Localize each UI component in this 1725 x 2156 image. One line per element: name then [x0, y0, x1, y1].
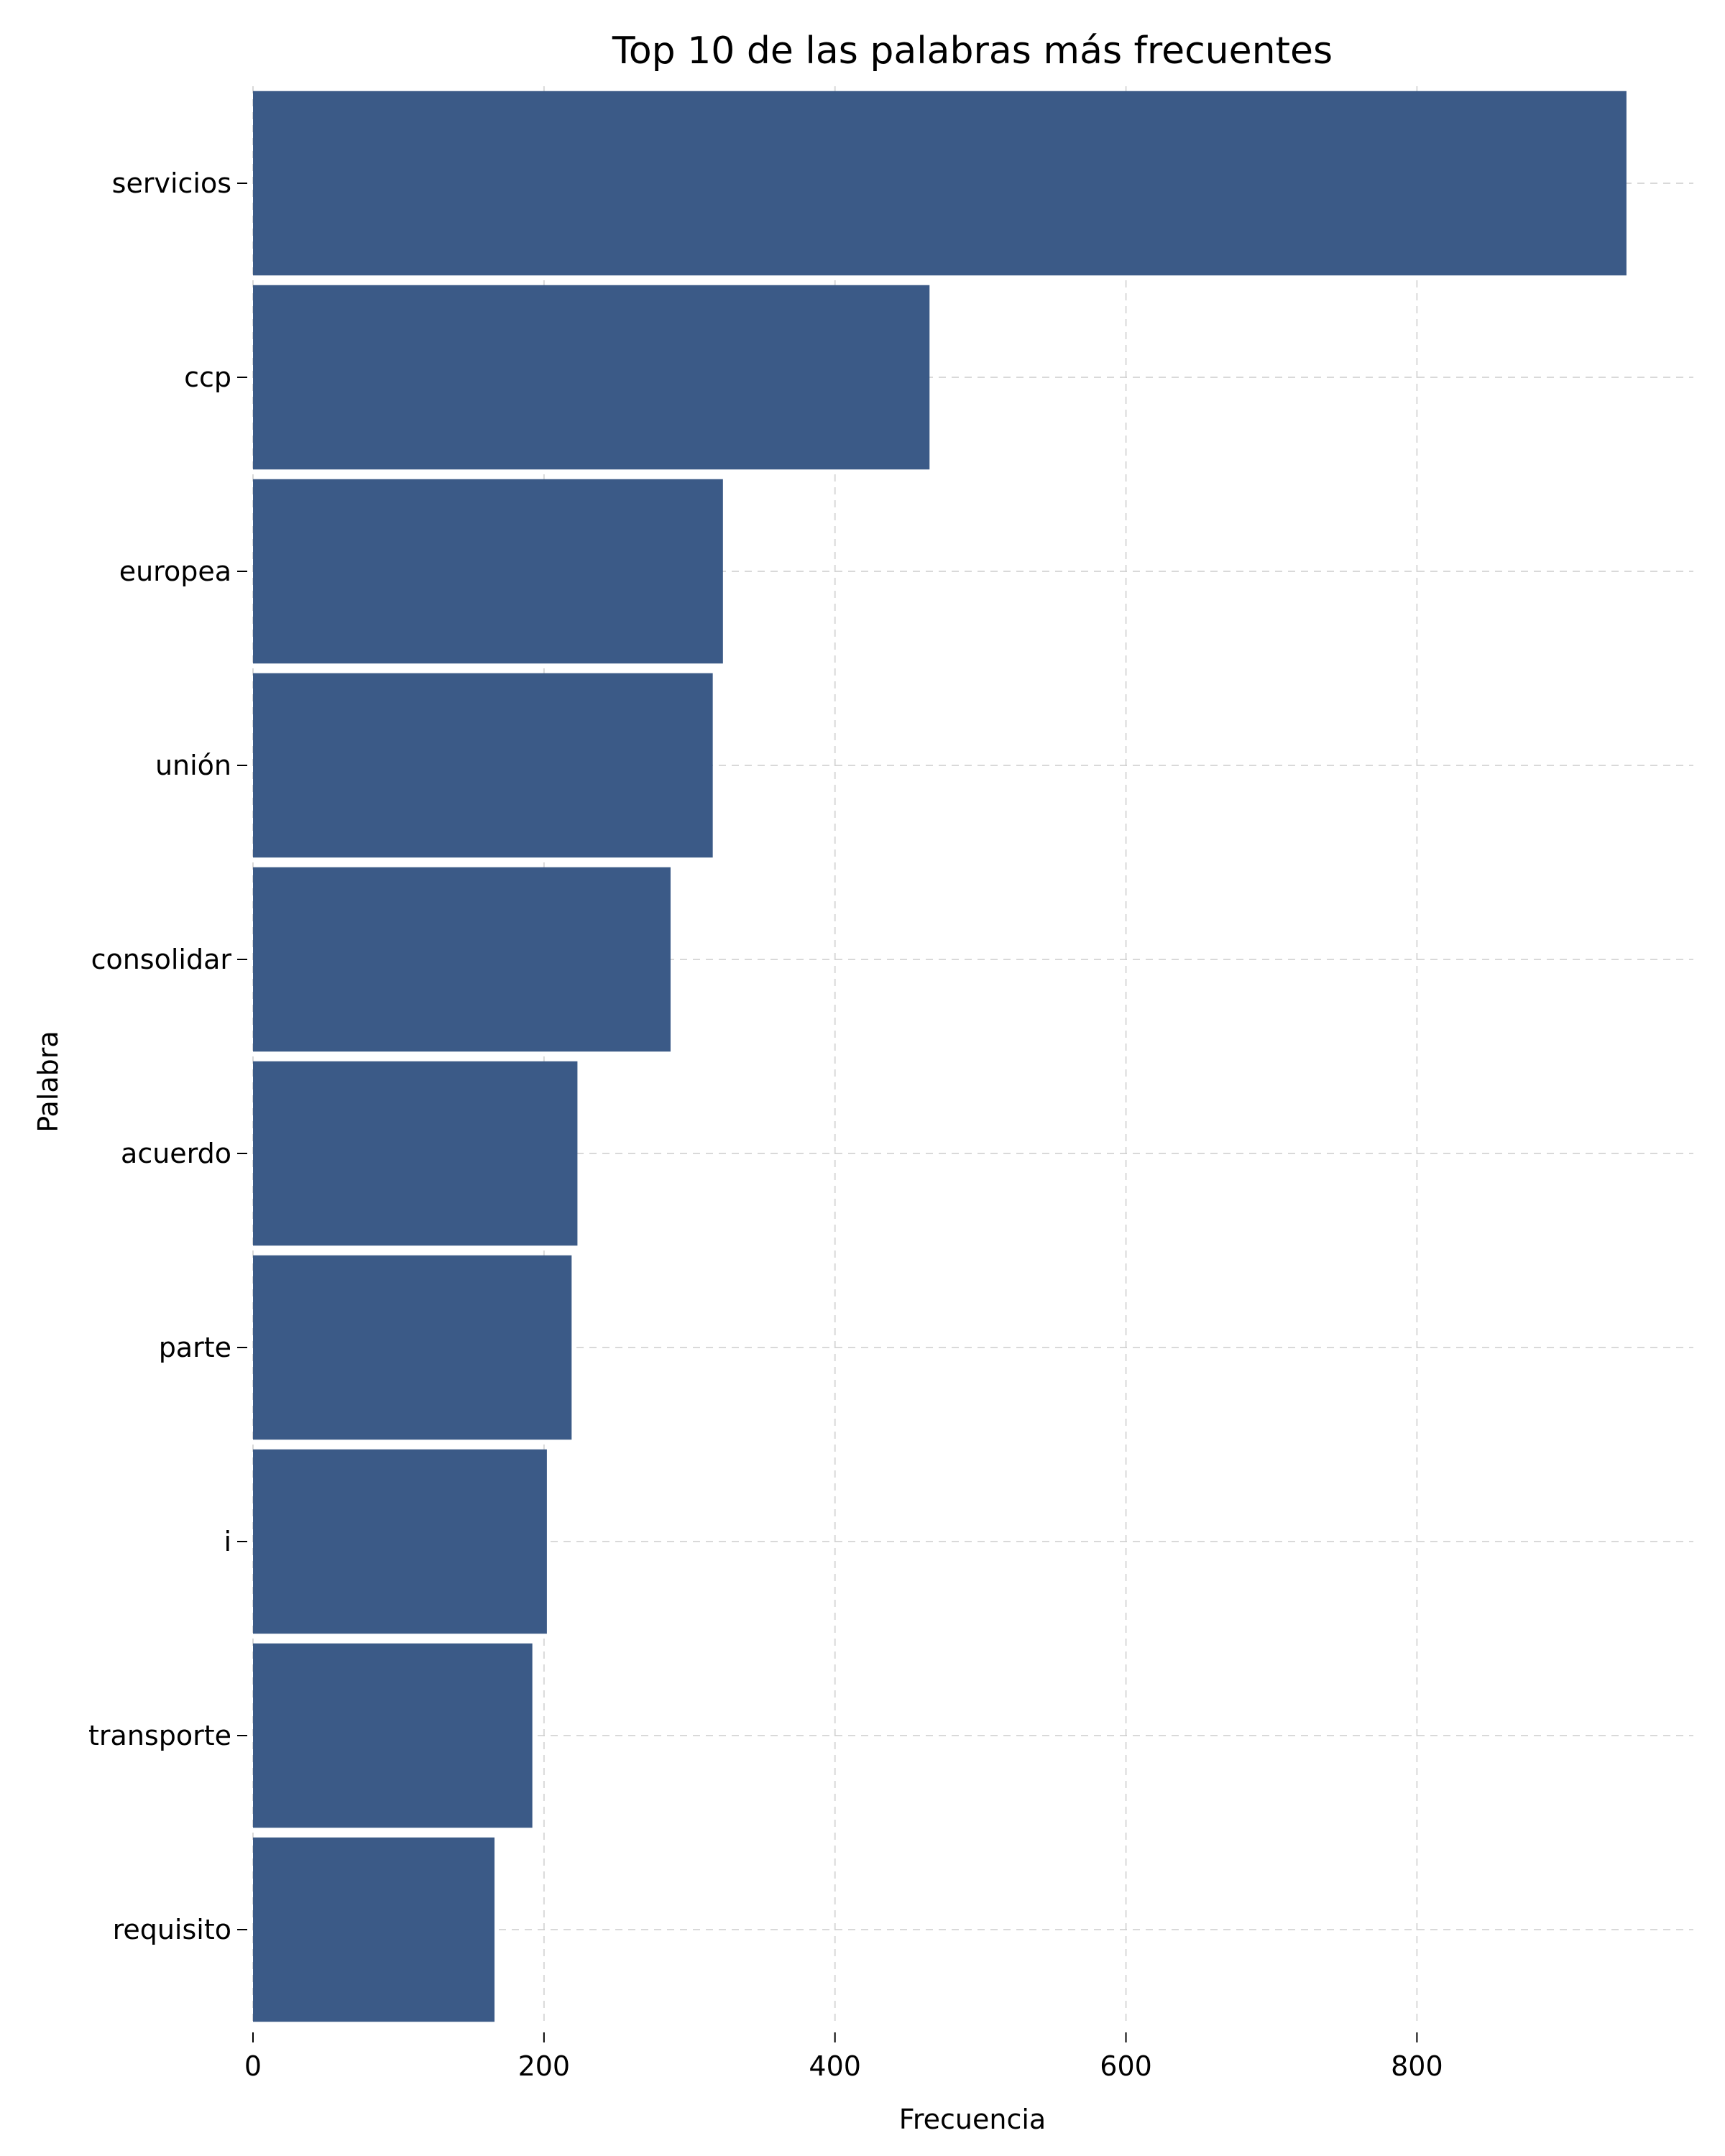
x-tick-label: 800 — [1391, 2050, 1443, 2082]
bar-8 — [253, 1643, 533, 1828]
x-axis: 0 200 400 600 800 — [244, 2032, 1443, 2082]
y-tick-label: ccp — [184, 361, 231, 393]
x-tick-label: 200 — [518, 2050, 571, 2082]
bar-1 — [253, 285, 930, 470]
y-tick-label: servicios — [112, 167, 231, 199]
bar-6 — [253, 1255, 572, 1440]
x-tick-label: 400 — [809, 2050, 861, 2082]
y-tick-label: parte — [159, 1332, 231, 1363]
x-axis-label: Frecuencia — [899, 2104, 1046, 2135]
bar-2 — [253, 479, 723, 664]
bar-4 — [253, 867, 671, 1052]
y-tick-label: consolidar — [91, 944, 232, 975]
y-axis: servicios ccp europea unión consolidar acuerd… — [88, 167, 247, 1945]
y-tick-label: europea — [119, 556, 231, 587]
bars — [253, 91, 1627, 2022]
bar-7 — [253, 1449, 547, 1634]
y-axis-label: Palabra — [32, 1031, 64, 1132]
y-tick-label: unión — [155, 750, 231, 781]
x-tick-label: 0 — [244, 2050, 262, 2082]
bar-5 — [253, 1061, 578, 1246]
chart-title: Top 10 de las palabras más frecuentes — [612, 29, 1333, 73]
bar-3 — [253, 673, 713, 858]
bar-0 — [253, 91, 1627, 276]
y-tick-label: acuerdo — [121, 1138, 231, 1169]
y-tick-label: requisito — [113, 1914, 231, 1945]
y-tick-label: transporte — [88, 1720, 231, 1751]
bar-9 — [253, 1837, 495, 2022]
x-tick-label: 600 — [1100, 2050, 1152, 2082]
y-tick-label: i — [224, 1526, 231, 1557]
